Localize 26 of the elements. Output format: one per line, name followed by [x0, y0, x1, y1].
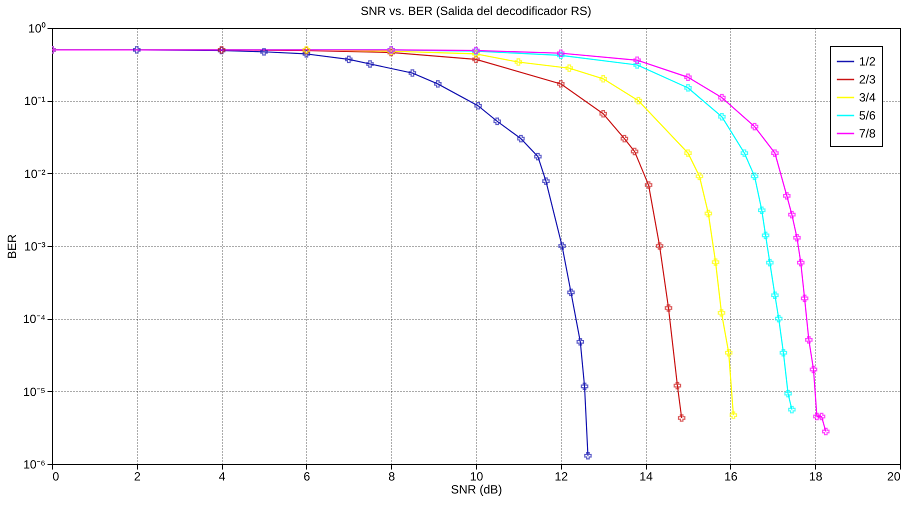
x-tick-label: 2	[134, 470, 141, 484]
x-tick-label: 12	[554, 470, 568, 484]
y-tick-label: 10⁻¹	[24, 94, 46, 108]
x-tick-label: 0	[52, 470, 60, 484]
x-tick-label: 6	[304, 470, 311, 484]
y-tick-label: 10⁻⁶	[23, 458, 46, 472]
legend-label: 3/4	[859, 90, 876, 104]
y-tick-label: 10⁻⁵	[23, 384, 46, 399]
chart-title: SNR vs. BER (Salida del decodificador RS)	[360, 4, 592, 18]
legend-label: 1/2	[859, 54, 876, 68]
x-tick-label: 20	[887, 470, 901, 484]
x-tick-label: 10	[470, 470, 484, 484]
legend-label: 7/8	[859, 126, 876, 140]
legend-label: 2/3	[859, 72, 876, 86]
y-tick-label: 10⁻²	[24, 166, 46, 181]
y-tick-label: 10⁻³	[24, 240, 46, 254]
x-tick-label: 16	[724, 470, 738, 484]
legend-label: 5/6	[859, 108, 876, 122]
y-tick-label: 10⁻⁴	[22, 312, 46, 326]
x-tick-label: 4	[218, 470, 226, 484]
x-tick-label: 8	[388, 470, 396, 484]
x-axis-title: SNR (dB)	[450, 482, 502, 496]
x-tick-label: 18	[809, 470, 823, 484]
x-tick-label: 14	[639, 470, 654, 484]
y-axis-title: BER	[4, 234, 19, 259]
y-tick-label: 10⁰	[28, 22, 46, 36]
